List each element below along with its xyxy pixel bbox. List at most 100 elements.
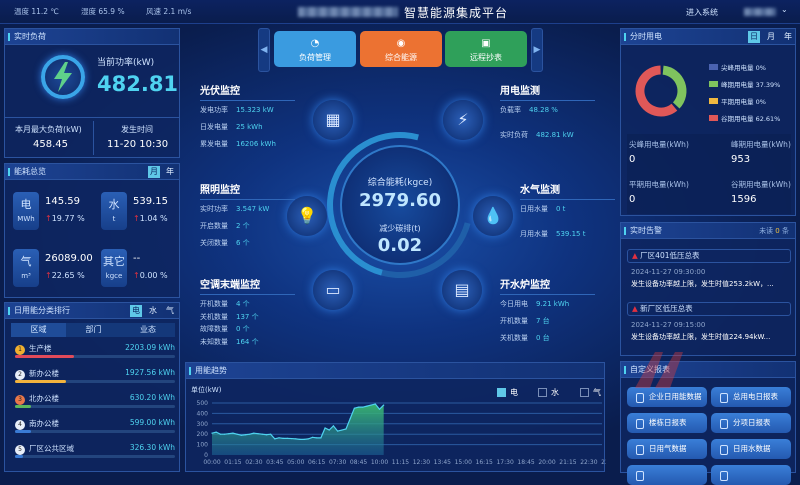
integrated-energy-button[interactable]: ◉ 综合能源 bbox=[360, 31, 442, 67]
report-button[interactable]: 日用气数据 bbox=[627, 439, 707, 459]
tile-value: 539.15 bbox=[133, 196, 168, 207]
tile-change: 22.65 % bbox=[51, 271, 85, 280]
data-point bbox=[316, 437, 318, 439]
report-button[interactable]: 总用电日报表 bbox=[711, 387, 791, 407]
panel-title: 实时负荷 bbox=[5, 29, 179, 45]
alarm-bell-icon: ▲ bbox=[632, 251, 638, 260]
monitor-label: 关闭数量 bbox=[200, 239, 228, 247]
toggle-year[interactable]: 年 bbox=[784, 32, 792, 41]
x-tick-label: 11:15 bbox=[392, 459, 409, 466]
gauge-icon: ◔ bbox=[310, 38, 320, 49]
toggle-month[interactable]: 月 bbox=[767, 32, 775, 41]
monitor-row: 开机数量 7 台 bbox=[500, 316, 550, 326]
legend-pct: 62.61% bbox=[755, 115, 781, 123]
data-point bbox=[349, 418, 351, 420]
alarm-time: 2024-11-27 09:15:00 bbox=[631, 321, 706, 329]
legend-swatch bbox=[709, 64, 718, 70]
monitor-label: 未知数量 bbox=[200, 337, 228, 346]
panel-title: 用能趋势 bbox=[186, 363, 604, 379]
x-tick-label: 06:15 bbox=[308, 459, 325, 466]
arrow-up-icon: ↑ bbox=[133, 271, 140, 280]
nav-prev-button[interactable]: ◀ bbox=[258, 28, 270, 72]
tou-stats-box bbox=[627, 134, 791, 214]
data-point bbox=[378, 408, 381, 410]
ranking-item[interactable]: 2 新办公楼 1927.56 kWh bbox=[15, 368, 177, 384]
current-power-label: 当前功率(kW) bbox=[97, 58, 155, 68]
alarm-item[interactable]: ▲ 厂区401低压总表 2024-11-27 09:30:00 发生设备功率越上… bbox=[627, 249, 791, 297]
temperature: 温度 11.2 ℃ bbox=[14, 7, 59, 16]
toggle-gas[interactable]: 气 bbox=[166, 306, 174, 315]
y-tick-label: 100 bbox=[197, 442, 209, 449]
toggle-water[interactable]: 水 bbox=[149, 306, 157, 315]
nav-next-button[interactable]: ▶ bbox=[531, 28, 543, 72]
ranking-item[interactable]: 3 北办公楼 630.20 kWh bbox=[15, 393, 177, 409]
stat-label: 平期用电量(kWh) bbox=[629, 180, 689, 189]
monitor-value: 0 t bbox=[556, 205, 566, 213]
data-point bbox=[274, 438, 276, 440]
toggle-electricity[interactable]: 电 bbox=[130, 305, 142, 317]
monitor-row: 日发电量 25 kWh bbox=[200, 122, 263, 132]
monitor-row: 发电功率 15.323 kW bbox=[200, 105, 274, 115]
stat-label: 尖峰用电量(kWh) bbox=[629, 140, 689, 149]
report-button[interactable] bbox=[627, 465, 707, 485]
monitor-label: 累发电量 bbox=[200, 140, 228, 148]
data-point bbox=[211, 432, 213, 434]
x-tick-label: 20:00 bbox=[538, 459, 555, 466]
lightbulb-icon: 💡 bbox=[287, 196, 327, 236]
ranking-item[interactable]: 4 南办公楼 599.00 kWh bbox=[15, 418, 177, 434]
report-button[interactable] bbox=[711, 465, 791, 485]
solar-panel-icon: ▦ bbox=[313, 100, 353, 140]
energy-ring bbox=[340, 145, 460, 265]
data-point bbox=[303, 438, 305, 440]
ranking-bar bbox=[15, 405, 175, 408]
monitor-row: 开启数量 2 个 bbox=[200, 221, 250, 231]
report-button[interactable]: 企业日用能数据 bbox=[627, 387, 707, 407]
tile-name: 其它 bbox=[103, 255, 125, 268]
ranking-bar-fill bbox=[15, 380, 67, 383]
data-point bbox=[278, 437, 280, 439]
monitor-title: 水气监测 bbox=[520, 181, 615, 200]
report-button[interactable]: 分项日报表 bbox=[711, 413, 791, 433]
custom-reports-panel: 自定义报表 企业日用能数据 总用电日报表 楼栋日报表 分项日报表 日用气数据 日用水数据 bbox=[620, 361, 796, 485]
report-button[interactable]: 日用水数据 bbox=[711, 439, 791, 459]
tab-region[interactable]: 区域 bbox=[11, 323, 66, 337]
tab-business[interactable]: 业态 bbox=[140, 325, 156, 334]
alarm-item[interactable]: ▲ 新厂区低压总表 2024-11-27 09:15:00 发生设备功率越上限，… bbox=[627, 302, 791, 350]
arrow-up-icon: ↑ bbox=[133, 214, 140, 223]
tou-legend-item: 谷期用电量 62.61% bbox=[709, 113, 780, 123]
y-tick-label: 200 bbox=[197, 431, 209, 438]
user-name-redacted[interactable] bbox=[744, 8, 776, 16]
unread-suffix: 条 bbox=[782, 227, 789, 235]
data-point bbox=[370, 404, 372, 406]
chevron-down-icon[interactable]: ⌄ bbox=[781, 5, 788, 14]
data-point bbox=[257, 433, 259, 435]
monitor-row: 关闭数量 6 个 bbox=[200, 238, 250, 248]
toggle-day[interactable]: 日 bbox=[748, 31, 760, 43]
alarm-source: 厂区401低压总表 bbox=[640, 251, 700, 260]
tou-stat: 尖峰用电量(kWh) 0 bbox=[629, 139, 689, 165]
remote-meter-button[interactable]: ▣ 远程抄表 bbox=[445, 31, 527, 67]
x-tick-label: 22:30 bbox=[580, 459, 597, 466]
x-tick-label: 02:30 bbox=[245, 459, 262, 466]
unread-count[interactable]: 未读 0 条 bbox=[759, 226, 789, 236]
tile-name: 电 bbox=[20, 198, 32, 211]
enter-system-link[interactable]: 进入系统 bbox=[686, 8, 718, 17]
total-energy-label: 综合能耗(kgce) bbox=[367, 178, 433, 188]
tab-department[interactable]: 部门 bbox=[85, 325, 102, 334]
toggle-month[interactable]: 月 bbox=[148, 166, 160, 178]
y-axis-label: 单位(kW) bbox=[191, 386, 222, 394]
ranking-item[interactable]: 1 生产楼 2203.09 kWh bbox=[15, 343, 177, 359]
checkbox-icon bbox=[538, 388, 547, 397]
load-management-button[interactable]: ◔ 负荷管理 bbox=[274, 31, 356, 67]
ranking-item[interactable]: 5 厂区公共区域 326.30 kWh bbox=[15, 443, 177, 459]
report-button[interactable]: 楼栋日报表 bbox=[627, 413, 707, 433]
toggle-year[interactable]: 年 bbox=[166, 167, 174, 176]
ranking-bar-fill bbox=[15, 430, 31, 433]
data-point bbox=[357, 406, 360, 408]
ranking-name: 北办公楼 bbox=[29, 394, 59, 403]
y-tick-label: 0 bbox=[204, 452, 208, 459]
legend-label: 峰期用电量 bbox=[721, 81, 754, 89]
monitor-label: 故障数量 bbox=[200, 325, 228, 333]
x-tick-label: 03:45 bbox=[266, 459, 283, 466]
